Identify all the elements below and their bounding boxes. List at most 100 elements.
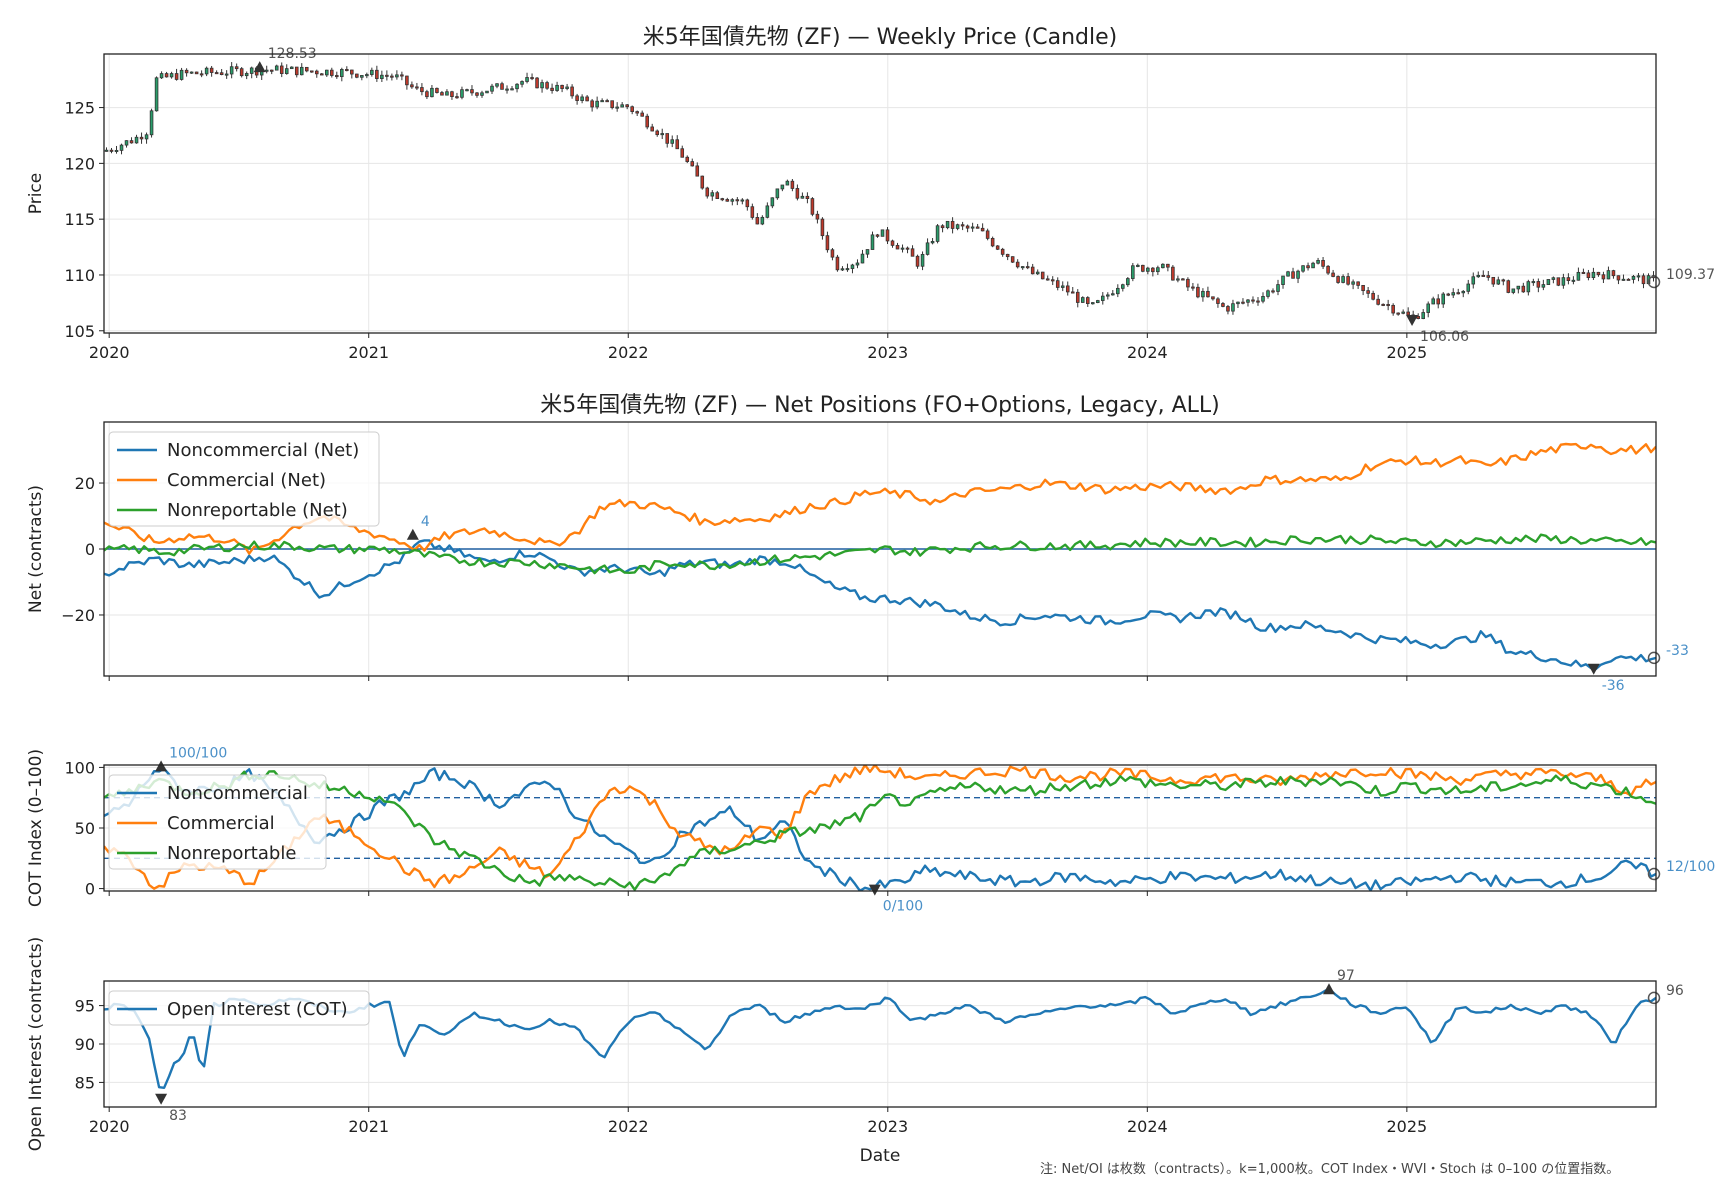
- x-tick-label: 2020: [89, 1117, 130, 1136]
- candle-body: [1427, 304, 1430, 313]
- candle-body: [1522, 286, 1525, 292]
- candle-body: [951, 221, 954, 228]
- candle-body: [1487, 276, 1490, 278]
- candle-body: [406, 76, 409, 85]
- candle-body: [721, 199, 724, 200]
- candle-body: [646, 116, 649, 127]
- candle-body: [335, 75, 338, 76]
- candle-body: [1517, 286, 1520, 289]
- candle-body: [1317, 260, 1320, 263]
- candle-body: [781, 185, 784, 189]
- candle-body: [756, 217, 759, 224]
- legend-label: Noncommercial (Net): [167, 440, 359, 461]
- max-annotation: 97: [1337, 968, 1355, 984]
- candle-body: [1492, 277, 1495, 284]
- candle-body: [1612, 271, 1615, 276]
- candle-body: [240, 69, 243, 76]
- y-tick-label: 95: [75, 997, 95, 1016]
- legend: NoncommercialCommercialNonreportable: [109, 775, 326, 869]
- candle-body: [1307, 266, 1310, 268]
- y-tick-label: −20: [61, 606, 95, 625]
- candle-body: [110, 150, 113, 151]
- legend: Open Interest (COT): [109, 991, 369, 1025]
- candle-body: [771, 198, 774, 206]
- candle-body: [1497, 280, 1500, 284]
- candle-body: [556, 85, 559, 90]
- candle-body: [250, 68, 253, 74]
- candle-body: [1607, 271, 1610, 279]
- candle-body: [350, 70, 353, 74]
- candle-body: [826, 236, 829, 250]
- candle-body: [981, 228, 984, 231]
- candle-body: [1482, 275, 1485, 276]
- candle-body: [320, 74, 323, 75]
- candle-body: [270, 70, 273, 71]
- panel-title: 米5年国債先物 (ZF) — Weekly Price (Candle): [643, 25, 1118, 50]
- candle-body: [911, 249, 914, 256]
- candle-body: [1542, 285, 1545, 288]
- candle-body: [1016, 262, 1019, 267]
- candle-body: [886, 230, 889, 241]
- candle-body: [1217, 299, 1220, 304]
- candle-body: [1342, 277, 1345, 283]
- candle-body: [596, 101, 599, 107]
- candle-body: [1262, 296, 1265, 301]
- candle-body: [996, 246, 999, 249]
- candle-body: [966, 226, 969, 228]
- candle-body: [1081, 298, 1084, 303]
- max-marker-icon: [155, 760, 167, 771]
- candle-body: [365, 75, 368, 76]
- candle-body: [676, 140, 679, 149]
- candle-body: [1407, 312, 1410, 315]
- candle-body: [1362, 285, 1365, 290]
- candle-body: [681, 149, 684, 158]
- candle-body: [1352, 282, 1355, 284]
- candle-body: [230, 67, 233, 74]
- candle-body: [421, 88, 424, 92]
- candle-body: [1056, 281, 1059, 288]
- candle-body: [1472, 277, 1475, 284]
- candle-body: [1272, 291, 1275, 292]
- candle-body: [1392, 305, 1395, 313]
- candle-body: [906, 248, 909, 249]
- candle-body: [1367, 291, 1370, 294]
- candle-body: [571, 87, 574, 96]
- candle-body: [355, 74, 358, 77]
- candle-body: [1051, 280, 1054, 281]
- candle-body: [1096, 301, 1099, 303]
- x-tick-label: 2021: [348, 1117, 389, 1136]
- x-tick-label: 2022: [608, 1117, 649, 1136]
- candle-body: [310, 71, 313, 72]
- candle-body: [666, 134, 669, 144]
- last-annotation: 12/100: [1666, 859, 1715, 875]
- candle-body: [1477, 275, 1480, 276]
- candle-body: [115, 150, 118, 151]
- candle-body: [791, 181, 794, 188]
- candle-body: [626, 105, 629, 107]
- candle-body: [165, 74, 168, 77]
- candle-body: [1447, 294, 1450, 295]
- last-annotation: 96: [1666, 983, 1684, 999]
- candle-body: [1252, 300, 1255, 301]
- candle-body: [651, 127, 654, 131]
- candle-body: [581, 97, 584, 101]
- candle-body: [1292, 272, 1295, 279]
- candle-body: [1141, 265, 1144, 271]
- candle-body: [170, 74, 173, 77]
- candle-body: [330, 70, 333, 75]
- candle-body: [1572, 280, 1575, 281]
- candle-body: [731, 200, 734, 202]
- candle-body: [1642, 276, 1645, 284]
- candle-body: [716, 193, 719, 199]
- candle-body: [506, 89, 509, 90]
- candle-body: [1177, 279, 1180, 280]
- y-tick-label: 50: [75, 819, 95, 838]
- min-marker-icon: [1588, 664, 1600, 675]
- candle-body: [601, 101, 604, 102]
- candle-body: [1192, 287, 1195, 288]
- candle-body: [976, 227, 979, 228]
- candle-body: [686, 157, 689, 161]
- candle-body: [521, 81, 524, 84]
- candle-body: [511, 89, 514, 90]
- candle-body: [1106, 295, 1109, 296]
